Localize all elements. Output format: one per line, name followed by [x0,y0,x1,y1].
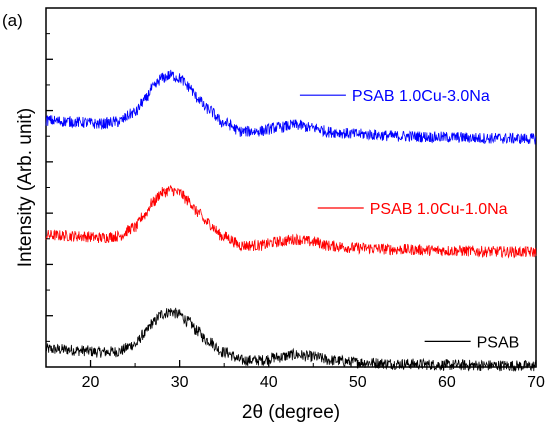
series-layer [45,69,537,372]
x-tick-label: 60 [438,374,456,391]
x-tick-label: 30 [171,374,189,391]
x-tick-label: 50 [349,374,367,391]
legend-layer: PSAB 1.0Cu-3.0Na PSAB 1.0Cu-1.0Na PSAB [299,88,520,351]
x-tick-label: 40 [260,374,278,391]
x-tick-label: 70 [527,374,545,391]
legend-label-1: PSAB 1.0Cu-1.0Na [370,201,508,218]
tick-layer: 20 30 40 50 60 70 [46,33,545,391]
x-axis-label: 2θ (degree) [242,402,340,423]
series-line-2 [45,69,537,145]
series-line-0 [45,307,537,372]
y-axis-label: Intensity (Arb. unit) [15,108,36,267]
plot-frame [45,7,537,368]
legend-label-0: PSAB 1.0Cu-3.0Na [352,88,490,105]
series-line-1 [45,184,537,259]
x-tick-label: 20 [82,374,100,391]
legend-label-2: PSAB [477,334,520,351]
panel-label: (a) [2,11,23,30]
